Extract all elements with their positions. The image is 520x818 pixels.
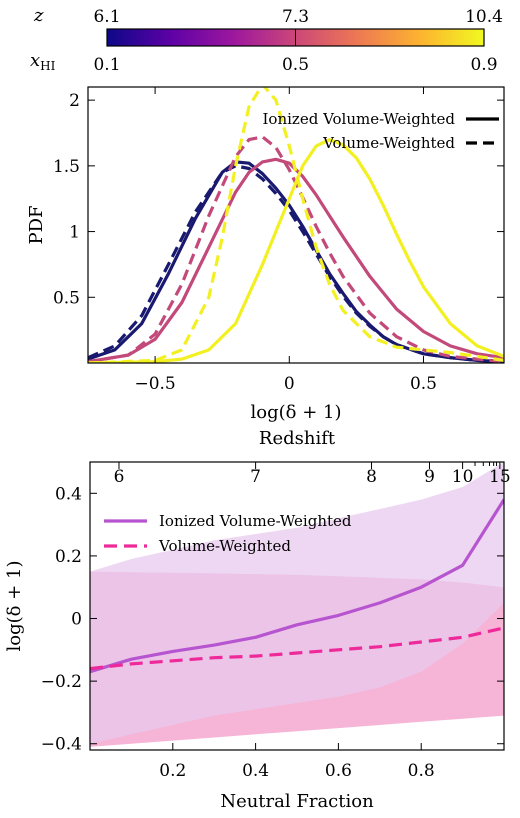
- pdf-y-axis-label: PDF: [26, 205, 47, 244]
- density-top-tick-label: 8: [366, 467, 377, 487]
- density-y-tick-label: −0.4: [41, 735, 82, 755]
- density-y-axis-label: log(δ + 1): [4, 561, 25, 652]
- pdf-y-tick-label: 1: [69, 223, 80, 243]
- colorbar-x-tick-label: 0.9: [470, 55, 497, 75]
- density-x-axis-label: Neutral Fraction: [220, 791, 374, 812]
- pdf-x-axis-label: log(δ + 1): [251, 402, 342, 423]
- density-x-tick-label: 0.2: [159, 761, 186, 781]
- colorbar-z-tick-label: 6.1: [93, 7, 120, 27]
- density-series-line-solid: [90, 498, 504, 674]
- density-top-tick-label: 15: [489, 467, 511, 487]
- pdf-chart: −0.5 0 0.5 0.5 1 1.5 2 log(δ + 1) PDF Ionized …: [26, 86, 505, 423]
- density-x-tick-label: 0.4: [242, 761, 269, 781]
- pdf-x-tick-label: 0.5: [410, 374, 437, 394]
- colorbar-x-tick-label: 0.5: [282, 55, 309, 75]
- density-chart: 0.2 0.4 0.6 0.8 −0.4 −0.2 0 0.2 0.4 6 7 8 9 10 15 Reds…: [4, 428, 511, 812]
- density-x-tick-label: 0.6: [325, 761, 352, 781]
- pdf-y-tick-label: 2: [69, 91, 80, 111]
- density-plot-frame: [89, 461, 505, 751]
- pdf-y-tick-label: 1.5: [53, 157, 80, 177]
- density-series-line-dashed: [90, 626, 504, 671]
- density-top-tick-label: 10: [452, 467, 474, 487]
- pdf-legend-label: Volume-Weighted: [322, 134, 455, 152]
- density-y-tick-label: 0.4: [55, 484, 82, 504]
- pdf-x-tick-label: −0.5: [134, 374, 175, 394]
- pdf-series-line-dashed: [88, 87, 504, 363]
- colorbar-x-symbol: xHI: [30, 50, 56, 73]
- density-top-tick-label: 6: [114, 467, 125, 487]
- density-band: [90, 462, 504, 744]
- colorbar-x-tick-label: 0.1: [93, 55, 120, 75]
- density-bands: [90, 462, 504, 747]
- colorbar-z-tick-label: 7.3: [282, 7, 309, 27]
- density-series-lines: [90, 498, 504, 674]
- pdf-legend: Ionized Volume-Weighted Volume-Weighted: [263, 110, 499, 152]
- pdf-axes: −0.5 0 0.5 0.5 1 1.5 2: [53, 87, 504, 394]
- colorbar-z-tick-label: 10.4: [465, 7, 503, 27]
- density-x-tick-label: 0.8: [408, 761, 435, 781]
- pdf-series-line-solid: [88, 138, 504, 363]
- density-y-tick-label: 0: [71, 610, 82, 630]
- density-top-tick-label: 7: [250, 467, 261, 487]
- colorbar-ticks: 6.1 7.3 10.4 0.1 0.5 0.9: [93, 7, 502, 75]
- density-top-axis-label: Redshift: [259, 428, 336, 449]
- pdf-series-line-solid: [88, 160, 504, 363]
- pdf-y-tick-label: 0.5: [53, 288, 80, 308]
- density-legend: Ionized Volume-Weighted Volume-Weighted: [104, 512, 352, 555]
- density-legend-label: Ionized Volume-Weighted: [159, 512, 352, 530]
- pdf-x-tick-label: 0: [284, 374, 295, 394]
- colorbar-z-symbol: z: [33, 5, 44, 26]
- density-top-tick-label: 9: [424, 467, 435, 487]
- pdf-legend-label: Ionized Volume-Weighted: [263, 110, 456, 128]
- colorbar: z xHI 6.1 7.3 10.4 0.1 0.5 0.9: [30, 5, 503, 75]
- density-y-tick-label: −0.2: [41, 672, 82, 692]
- density-legend-label: Volume-Weighted: [158, 537, 291, 555]
- pdf-series-line-dashed: [88, 164, 504, 363]
- density-axes: 0.2 0.4 0.6 0.8 −0.4 −0.2 0 0.2 0.4 6 7 8 9 10 15: [41, 462, 511, 781]
- pdf-series-line-solid: [88, 157, 504, 363]
- pdf-plot-frame: [87, 86, 505, 364]
- pdf-series-lines: [88, 87, 504, 363]
- density-y-tick-label: 0.2: [55, 547, 82, 567]
